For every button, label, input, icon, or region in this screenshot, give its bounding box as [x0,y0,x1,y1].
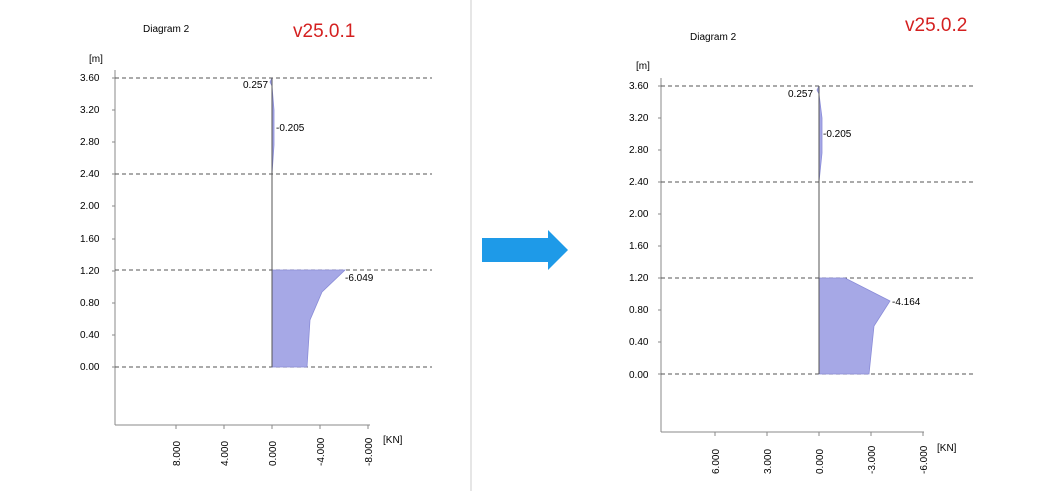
version-label: v25.0.1 [293,21,355,42]
x-axis-unit: [KN] [383,435,403,446]
y-axis-unit: [m] [636,61,650,72]
y-tick-label: 1.60 [80,234,100,245]
y-tick-label: 2.40 [80,169,100,180]
value-label: -0.205 [823,129,852,140]
y-axis-unit: [m] [89,54,103,65]
value-label: 0.257 [243,80,268,91]
x-tick-label: -8.000 [364,437,375,466]
y-tick-marks [658,85,661,375]
diagram-fill-bottom [818,277,891,375]
value-label: -0.205 [276,123,305,134]
x-axis-unit: [KN] [937,443,957,454]
value-label: 0.257 [788,89,813,100]
y-tick-label: 0.80 [629,305,649,316]
value-label: -6.049 [345,273,374,284]
x-tick-label: 0.000 [268,441,279,466]
version-label: v25.0.2 [905,15,967,36]
y-tick-label: 2.80 [80,137,100,148]
value-label: -4.164 [892,297,921,308]
x-tick-label: 3.000 [763,449,774,474]
y-tick-label: 0.40 [80,330,100,341]
y-tick-label: 1.60 [629,241,649,252]
y-tick-label: 2.80 [629,145,649,156]
x-tick-label: 0.000 [815,449,826,474]
diagram-panel-right: Diagram 2 v25.0.2 [m] 3.60 3.20 2.80 2.4… [629,15,975,474]
y-tick-label: 2.40 [629,177,649,188]
x-tick-labels: 6.000 3.000 0.000 -3.000 -6.000 [711,445,930,474]
y-tick-label: 3.60 [629,81,649,92]
y-tick-label: 0.40 [629,337,649,348]
y-tick-label: 3.20 [80,105,100,116]
x-tick-label: -3.000 [867,445,878,474]
x-tick-label: -4.000 [316,437,327,466]
y-tick-label: 3.60 [80,73,100,84]
level-lines [661,85,975,375]
level-lines [115,77,432,368]
y-tick-labels: 3.60 3.20 2.80 2.40 2.00 1.60 1.20 0.80 … [629,81,649,381]
y-tick-label: 0.80 [80,298,100,309]
y-tick-labels: 3.60 3.20 2.80 2.40 2.00 1.60 1.20 0.80 … [80,73,100,373]
y-tick-label: 1.20 [629,273,649,284]
x-tick-label: 8.000 [172,441,183,466]
y-tick-label: 2.00 [80,201,100,212]
diagram-title: Diagram 2 [690,32,737,43]
y-tick-label: 0.00 [629,370,649,381]
y-tick-label: 2.00 [629,209,649,220]
diagram-panel-left: Diagram 2 v25.0.1 [m] 3.60 3.20 2.80 2.4… [80,21,432,466]
diagram-fill-bottom [271,269,346,368]
x-tick-marks [714,432,924,436]
right-arrow-icon [482,230,568,270]
x-tick-label: -6.000 [919,445,930,474]
x-tick-label: 4.000 [220,441,231,466]
x-tick-labels: 8.000 4.000 0.000 -4.000 -8.000 [172,437,375,466]
y-tick-marks [112,77,115,368]
x-tick-label: 6.000 [711,449,722,474]
y-tick-label: 1.20 [80,266,100,277]
y-tick-label: 3.20 [629,113,649,124]
y-tick-label: 0.00 [80,362,100,373]
diagram-title: Diagram 2 [143,24,190,35]
x-tick-marks [175,425,369,429]
